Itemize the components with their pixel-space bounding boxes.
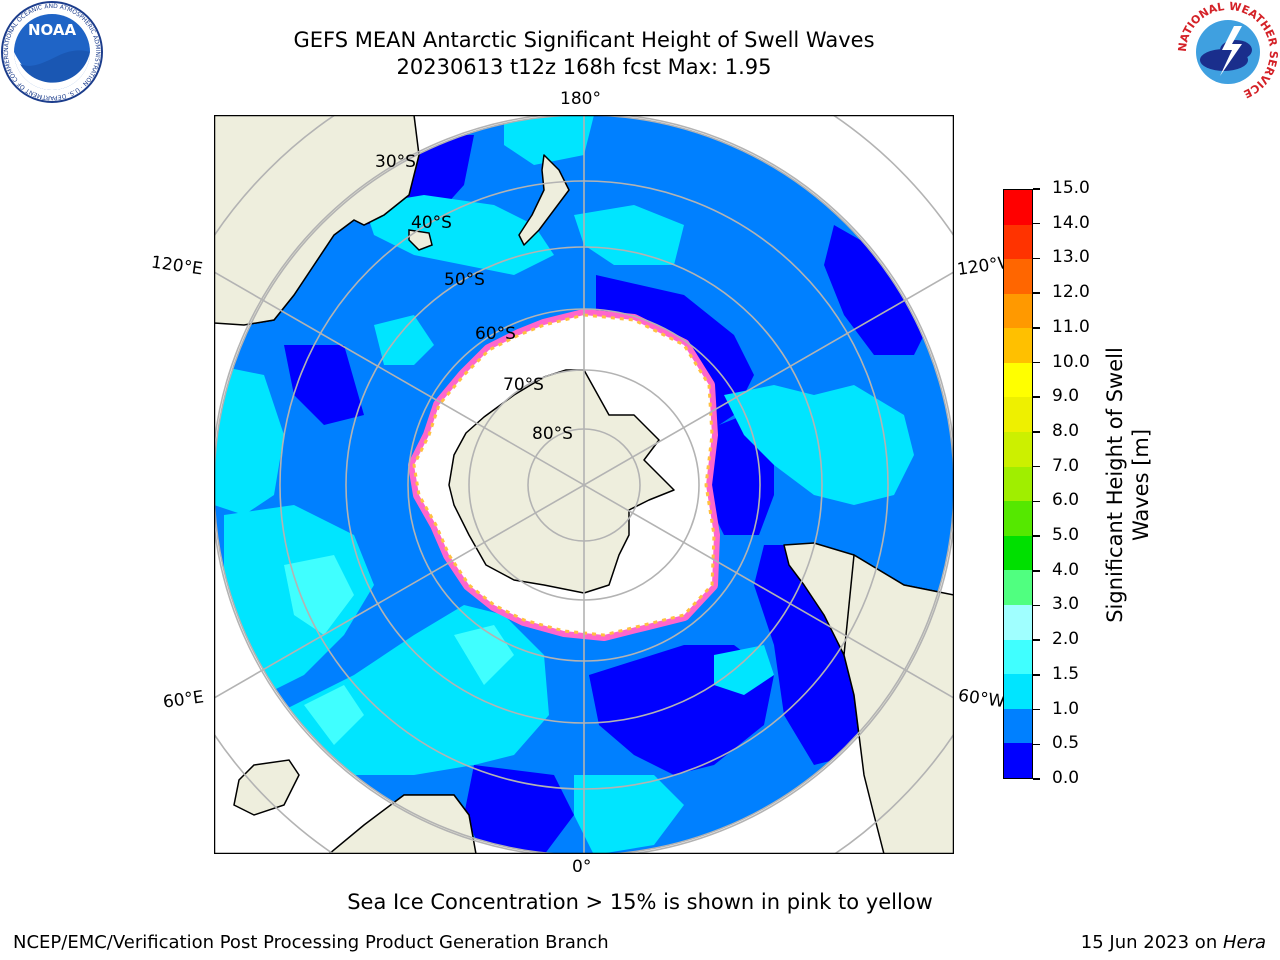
nws-logo: NATIONAL WEATHER SERVICE (1176, 0, 1280, 102)
colorbar-segment (1004, 362, 1032, 398)
colorbar (1003, 189, 1033, 779)
colorbar-segment (1004, 466, 1032, 502)
colorbar-segment (1004, 328, 1032, 363)
colorbar-tick-mark (1033, 431, 1040, 433)
colorbar-tick-mark (1033, 361, 1040, 364)
colorbar-tick-mark (1033, 292, 1040, 294)
colorbar-tick-label: 7.0 (1052, 455, 1080, 476)
colorbar-tick-label: 11.0 (1052, 316, 1090, 337)
colorbar-segment (1004, 259, 1032, 294)
lon-label-60w: 60°W (956, 685, 1007, 713)
svg-text:NOAA: NOAA (28, 21, 77, 39)
footer-left: NCEP/EMC/Verification Post Processing Pr… (13, 932, 609, 953)
antarctica (448, 369, 675, 594)
lon-label-120e: 120°E (149, 252, 204, 280)
colorbar-segment (1004, 708, 1032, 744)
lat-label-70s: 70°S (503, 375, 544, 395)
footer-date: 15 Jun 2023 on (1080, 932, 1223, 953)
colorbar-tick-mark (1033, 743, 1040, 746)
colorbar-tick-label: 3.0 (1052, 594, 1080, 615)
colorbar-tick-mark (1033, 639, 1040, 641)
colorbar-tick-label: 9.0 (1052, 386, 1080, 407)
noaa-logo: NOAA NATIONAL OCEANIC AND ATMOSPHERIC AD… (0, 0, 103, 103)
colorbar-tick-label: 2.0 (1052, 629, 1080, 650)
colorbar-tick-label: 0.0 (1052, 768, 1080, 788)
colorbar-segment (1004, 293, 1032, 329)
colorbar-tick-label: 10.0 (1052, 351, 1090, 372)
graticule (214, 115, 954, 854)
colorbar-tick-mark (1033, 222, 1040, 225)
polar-map (214, 115, 954, 854)
colorbar-tick-mark (1033, 396, 1040, 398)
colorbar-tick-mark (1033, 327, 1040, 329)
colorbar-tick-label: 15.0 (1052, 178, 1090, 198)
lat-label-80s: 80°S (532, 424, 573, 444)
sea-ice-note: Sea Ice Concentration > 15% is shown in … (347, 890, 933, 914)
colorbar-segment (1004, 224, 1032, 260)
lat-label-60s: 60°S (475, 324, 516, 344)
colorbar-tick-mark (1033, 465, 1040, 468)
colorbar-segment (1004, 397, 1032, 433)
colorbar-segment (1004, 605, 1032, 640)
colorbar-segment (1004, 501, 1032, 536)
colorbar-segment (1004, 535, 1032, 571)
colorbar-tick-label: 6.0 (1052, 490, 1080, 511)
colorbar-segment (1004, 743, 1032, 778)
colorbar-tick-mark (1033, 257, 1040, 260)
colorbar-tick-mark (1033, 500, 1040, 503)
colorbar-tick-mark (1033, 674, 1040, 676)
footer-host: Hera (1222, 932, 1266, 953)
colorbar-tick-mark (1033, 535, 1040, 537)
footer-right: 15 Jun 2023 on Hera (1081, 932, 1266, 953)
lon-label-0: 0° (572, 857, 592, 877)
colorbar-tick-label: 0.5 (1052, 733, 1080, 754)
colorbar-segment (1004, 189, 1032, 225)
colorbar-segment (1004, 639, 1032, 675)
colorbar-tick-label: 4.0 (1052, 559, 1080, 580)
colorbar-tick-label: 1.0 (1052, 698, 1080, 719)
colorbar-tick-mark (1033, 778, 1040, 780)
colorbar-tick-label: 12.0 (1052, 282, 1090, 303)
colorbar-tick-label: 5.0 (1052, 525, 1080, 546)
colorbar-tick-label: 1.5 (1052, 663, 1080, 684)
lat-label-50s: 50°S (444, 270, 485, 290)
lon-label-60e: 60°E (161, 687, 206, 713)
colorbar-segment (1004, 570, 1032, 606)
colorbar-label-line2: Waves [m] (1129, 428, 1153, 542)
colorbar-tick-label: 13.0 (1052, 247, 1090, 268)
colorbar-tick-label: 8.0 (1052, 420, 1080, 441)
page-title: GEFS MEAN Antarctic Significant Height o… (293, 28, 875, 52)
colorbar-segment (1004, 432, 1032, 467)
lon-label-180: 180° (560, 89, 601, 109)
colorbar-label-line1: Significant Height of Swell (1103, 347, 1127, 623)
colorbar-tick-mark (1033, 604, 1040, 607)
colorbar-tick-mark (1033, 708, 1040, 711)
colorbar-tick-mark (1033, 570, 1040, 572)
colorbar-segment (1004, 674, 1032, 709)
lat-label-40s: 40°S (411, 213, 452, 233)
page-subtitle: 20230613 t12z 168h fcst Max: 1.95 (396, 55, 772, 79)
colorbar-tick-label: 14.0 (1052, 212, 1090, 233)
colorbar-tick-mark (1033, 188, 1040, 190)
lat-label-30s: 30°S (375, 152, 416, 172)
